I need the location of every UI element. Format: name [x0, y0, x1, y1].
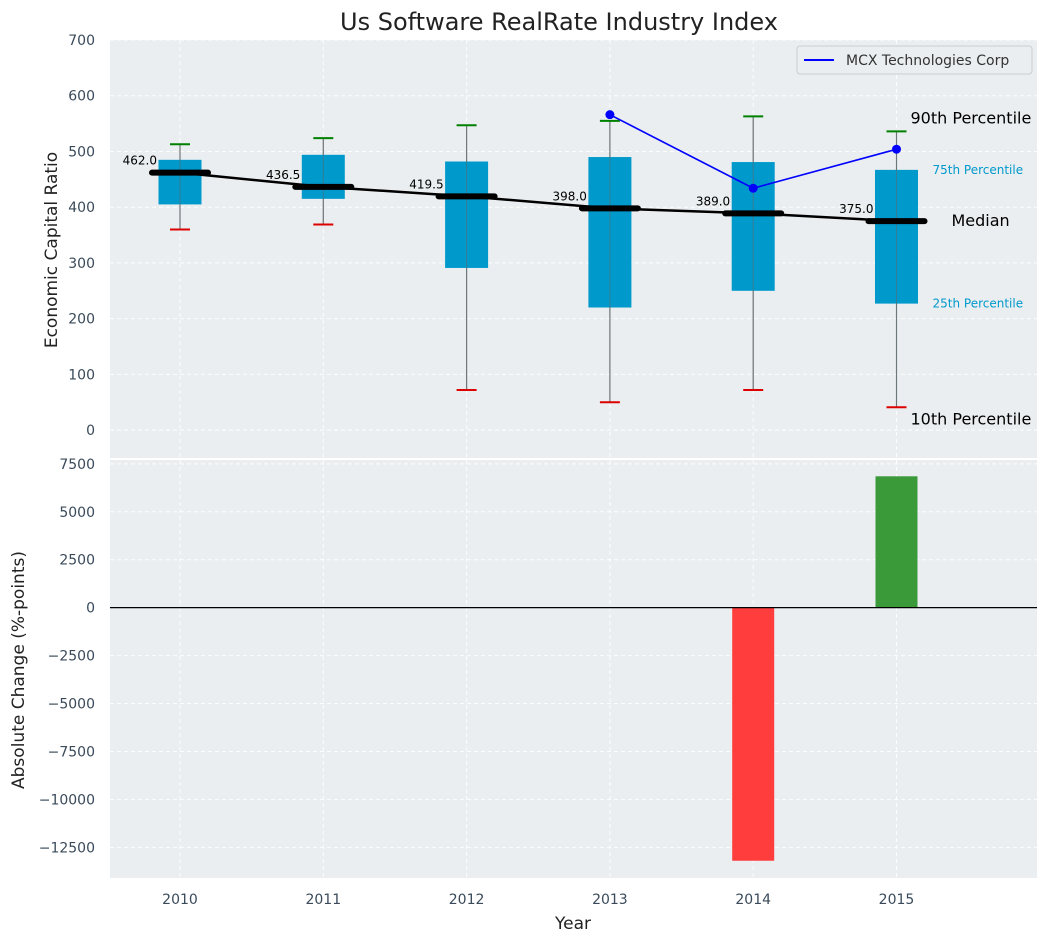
- annotation-median: Median: [952, 211, 1010, 230]
- x-tick-label: 2012: [449, 892, 485, 908]
- bottom-y-tick-label: −10000: [39, 792, 95, 808]
- median-value-label: 419.5: [409, 177, 443, 191]
- bottom-y-tick-label: −5000: [48, 697, 95, 713]
- company-series-point: [605, 110, 615, 120]
- top-y-tick-label: 400: [68, 200, 95, 216]
- bottom-y-tick-label: 5000: [59, 505, 95, 521]
- median-value-label: 436.5: [266, 168, 300, 182]
- median-value-label: 389.0: [696, 194, 730, 208]
- company-series-point: [748, 183, 758, 193]
- top-y-tick-label: 200: [68, 312, 95, 328]
- chart-title: Us Software RealRate Industry Index: [340, 8, 778, 36]
- x-tick-label: 2011: [305, 892, 341, 908]
- bottom-y-tick-label: −12500: [39, 840, 95, 856]
- legend-box: [796, 45, 1033, 75]
- top-y-tick-label: 100: [68, 367, 95, 383]
- annotation-p10: 10th Percentile: [911, 409, 1032, 428]
- x-tick-label: 2013: [592, 892, 628, 908]
- annotation-p75: 75th Percentile: [933, 163, 1024, 177]
- bottom-y-tick-label: 0: [86, 601, 95, 617]
- bottom-y-tick-label: 2500: [59, 553, 95, 569]
- bottom-panel: −12500 −10000 −7500 −5000 −2500 0 2500 5000 7500…: [39, 457, 1037, 908]
- bottom-y-tick-label: −7500: [48, 744, 95, 760]
- y-axis-label-bottom: Absolute Change (%-points): [9, 551, 29, 789]
- top-y-tick-label: 600: [68, 89, 95, 105]
- x-tick-label: 2010: [162, 892, 198, 908]
- median-value-label: 375.0: [839, 202, 873, 216]
- y-axis-label-top: Economic Capital Ratio: [42, 152, 62, 348]
- top-y-tick-label: 500: [68, 144, 95, 160]
- legend-entry-company: MCX Technologies Corp: [846, 53, 1009, 69]
- annotation-p90: 90th Percentile: [911, 108, 1032, 127]
- x-axis-label: Year: [554, 914, 591, 934]
- median-value-label: 398.0: [553, 189, 587, 203]
- x-tick-label: 2014: [735, 892, 771, 908]
- top-y-tick-label: 300: [68, 256, 95, 272]
- top-y-tick-label: 700: [68, 33, 95, 49]
- change-bar: [732, 607, 775, 861]
- top-y-tick-label: 0: [86, 423, 95, 439]
- bottom-y-tick-label: 7500: [59, 457, 95, 473]
- company-series-point: [892, 144, 901, 154]
- legend: MCX Technologies Corp: [796, 45, 1033, 75]
- annotation-p25: 25th Percentile: [933, 297, 1024, 311]
- median-value-label: 462.0: [123, 154, 157, 168]
- x-tick-label: 2015: [879, 892, 915, 908]
- change-bar: [875, 476, 918, 608]
- bottom-y-tick-label: −2500: [48, 649, 95, 665]
- top-panel: 0 100 200 300 400 500 600 700 462.0 436.5 419.5 398…: [68, 33, 1037, 460]
